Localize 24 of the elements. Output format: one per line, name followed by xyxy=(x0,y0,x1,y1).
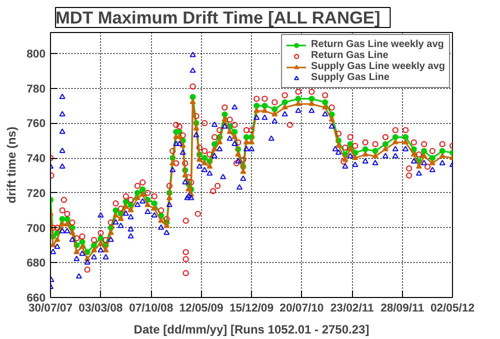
x-tick-label: 07/10/08 xyxy=(129,302,174,314)
chart-title: MDT Maximum Drift Time [ALL RANGE] xyxy=(56,8,380,28)
y-tick-label: 740 xyxy=(26,153,46,166)
legend-label: Return Gas Line xyxy=(311,50,388,61)
y-tick-label: 660 xyxy=(26,292,46,304)
legend-label: Return Gas Line weekly avg xyxy=(311,39,444,50)
legend-label: Supply Gas Line weekly avg xyxy=(311,61,445,72)
y-tick-label: 680 xyxy=(26,258,46,270)
y-tick-label: 720 xyxy=(26,188,46,200)
y-tick-label: 760 xyxy=(26,118,46,130)
x-tick-label: 03/03/08 xyxy=(78,302,123,314)
x-tick-label: 20/07/10 xyxy=(280,302,324,314)
y-tick-label: 800 xyxy=(26,48,46,60)
y-axis-title: drift time (ns) xyxy=(4,126,19,204)
x-tick-label: 30/07/07 xyxy=(28,302,73,314)
x-tick-label: 12/05/09 xyxy=(179,302,224,314)
x-tick-label: 15/12/09 xyxy=(229,302,274,314)
y-tick-label: 700 xyxy=(26,222,46,235)
x-axis-title: Date [dd/mm/yy] [Runs 1052.01 - 2750.23] xyxy=(134,322,370,336)
legend-label: Supply Gas Line xyxy=(311,72,390,83)
x-tick-label: 28/09/11 xyxy=(380,302,424,314)
x-tick-label: 23/02/11 xyxy=(330,302,374,314)
x-tick-label: 02/05/12 xyxy=(430,302,475,314)
y-tick-label: 780 xyxy=(26,83,46,96)
